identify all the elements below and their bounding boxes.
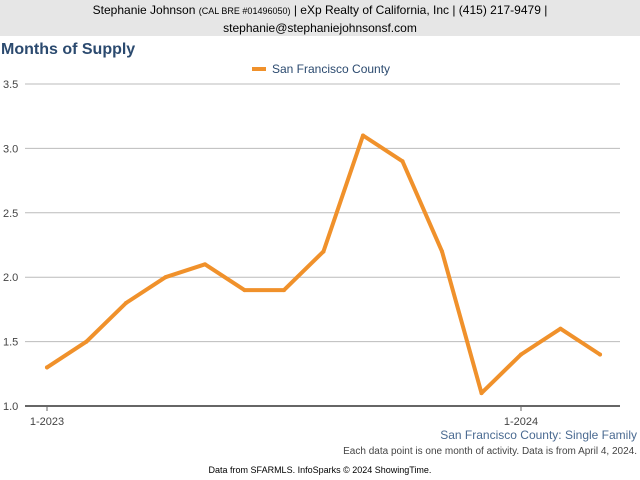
data-point[interactable]: [242, 288, 247, 293]
chart-note: Each data point is one month of activity…: [343, 446, 637, 457]
x-tick-label: 1-2023: [30, 416, 64, 428]
data-point[interactable]: [282, 288, 286, 293]
agent-header: Stephanie Johnson (CAL BRE #01496050) | …: [0, 0, 640, 36]
data-point[interactable]: [400, 159, 405, 164]
chart-caption: San Francisco County: Single Family: [440, 428, 637, 442]
chart-series: [45, 133, 602, 396]
data-point[interactable]: [440, 249, 444, 254]
data-point[interactable]: [479, 391, 484, 396]
x-axis-ticks: 1-2023 1-2024: [30, 406, 538, 428]
chart-title: Months of Supply: [1, 41, 136, 58]
data-point[interactable]: [321, 249, 326, 254]
chart-legend[interactable]: San Francisco County: [252, 62, 390, 76]
y-tick-label: 1.5: [3, 337, 18, 349]
data-point[interactable]: [124, 300, 128, 305]
y-tick-label: 3.5: [3, 79, 18, 91]
data-point[interactable]: [163, 275, 168, 280]
data-source-footer: Data from SFARMLS. InfoSparks © 2024 Sho…: [208, 465, 432, 475]
x-tick-label: 1-2024: [504, 416, 538, 428]
data-point[interactable]: [519, 352, 523, 357]
agent-license: (CAL BRE #01496050): [198, 6, 291, 16]
chart-gridlines: [25, 83, 620, 407]
legend-swatch: [252, 67, 266, 71]
legend-label: San Francisco County: [272, 62, 391, 76]
data-point[interactable]: [203, 262, 207, 267]
y-tick-label: 2.0: [3, 272, 18, 284]
agent-contact-line: Stephanie Johnson (CAL BRE #01496050) | …: [0, 2, 640, 20]
y-axis-ticks: 1.0 1.5 2.0 2.5 3.0 3.5: [3, 79, 18, 413]
y-tick-label: 2.5: [3, 208, 18, 220]
agent-email[interactable]: stephanie@stephaniejohnsonsf.com: [223, 21, 417, 35]
agent-name: Stephanie Johnson: [92, 3, 196, 17]
data-point[interactable]: [598, 352, 602, 357]
data-point[interactable]: [84, 339, 89, 344]
series-line-san-francisco-county[interactable]: [45, 133, 602, 396]
data-point[interactable]: [361, 133, 365, 138]
y-tick-label: 1.0: [3, 401, 18, 413]
agent-brokerage: | eXp Realty of California, Inc | (415) …: [293, 3, 548, 17]
y-tick-label: 3.0: [3, 143, 18, 155]
data-point[interactable]: [45, 365, 49, 370]
data-point[interactable]: [558, 326, 563, 331]
